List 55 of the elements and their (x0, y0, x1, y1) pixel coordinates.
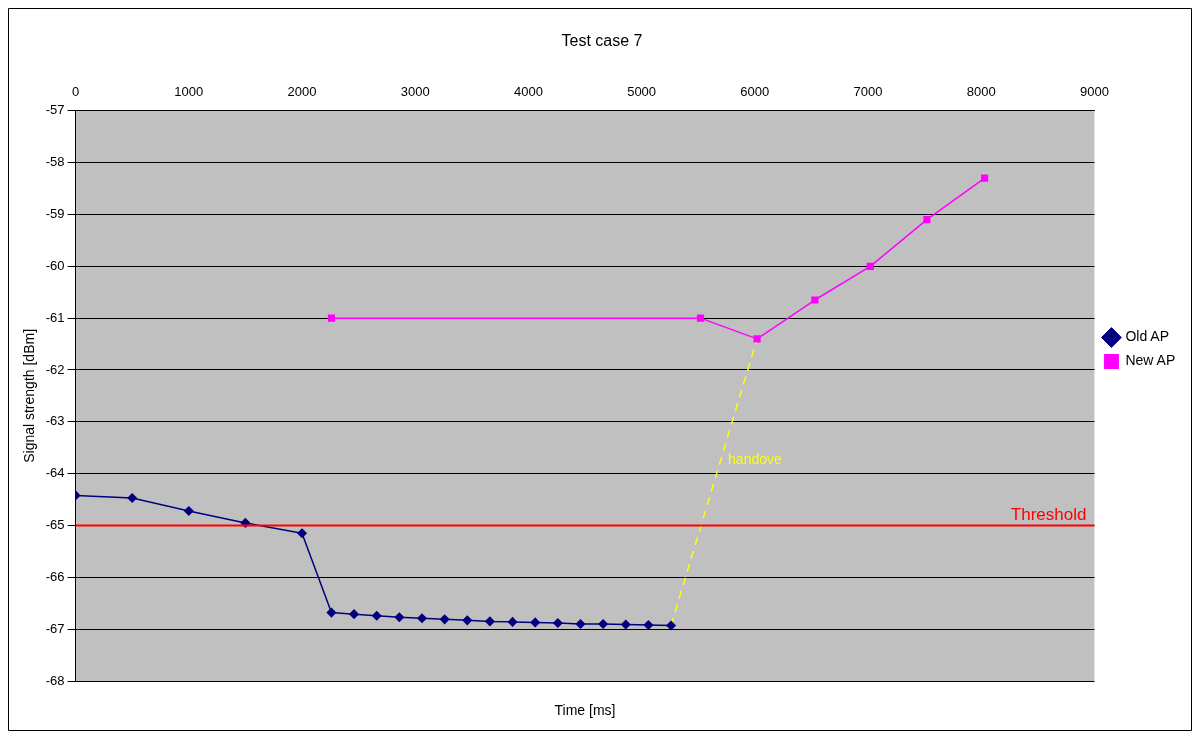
x-tick-label: 6000 (740, 83, 770, 99)
point (184, 506, 194, 516)
point (417, 613, 427, 624)
point (462, 615, 473, 626)
y-tick-label: -59 (45, 206, 65, 222)
legend-label: Old AP (1125, 328, 1170, 345)
y-tick-label: -64 (45, 465, 65, 481)
point (394, 612, 405, 622)
point (923, 216, 931, 224)
point (127, 493, 137, 503)
y-tick-label: -66 (45, 568, 65, 584)
point (643, 620, 654, 630)
y-tick-label: -65 (45, 517, 65, 533)
x-tick-label: 3000 (400, 83, 430, 99)
point (297, 528, 307, 539)
point (349, 609, 359, 619)
point (753, 335, 761, 343)
x-tick-label: 4000 (513, 83, 543, 99)
y-tick-label: -63 (45, 413, 65, 429)
y-axis-title: Signal strength [dBm] (21, 328, 38, 463)
y-tick-label: -58 (45, 154, 65, 170)
point (327, 314, 336, 322)
y-tick-label: -62 (45, 361, 65, 377)
y-tick-label: -68 (45, 672, 65, 688)
point (666, 620, 676, 631)
point (811, 296, 819, 304)
point (866, 262, 874, 270)
y-tick-label: -57 (45, 102, 65, 118)
x-axis-title: Time [ms] (554, 701, 616, 718)
point (326, 607, 337, 618)
point (981, 174, 989, 182)
point (575, 619, 586, 629)
x-tick-label: 5000 (627, 83, 657, 99)
legend-label: New AP (1125, 352, 1176, 369)
x-tick-label: 1000 (174, 83, 204, 99)
y-tick-label: -61 (45, 309, 65, 325)
x-tick-label: 2000 (287, 83, 317, 99)
point (507, 617, 518, 627)
x-tick-label: 7000 (853, 83, 883, 99)
y-tick-label: -60 (45, 257, 65, 273)
ref-line-label: Threshold (1010, 504, 1087, 524)
x-tick-label: 9000 (1079, 83, 1109, 99)
point (530, 617, 540, 628)
point (553, 618, 563, 628)
point (598, 619, 608, 629)
point (439, 614, 450, 625)
point (621, 619, 631, 630)
x-tick-label: 0 (71, 83, 80, 99)
annotation: handove (728, 451, 782, 468)
x-tick-label: 8000 (966, 83, 996, 99)
point (485, 616, 495, 627)
point (371, 610, 382, 621)
chart-title: Test case 7 (561, 32, 643, 50)
y-tick-label: -67 (45, 620, 65, 636)
point (696, 314, 705, 322)
